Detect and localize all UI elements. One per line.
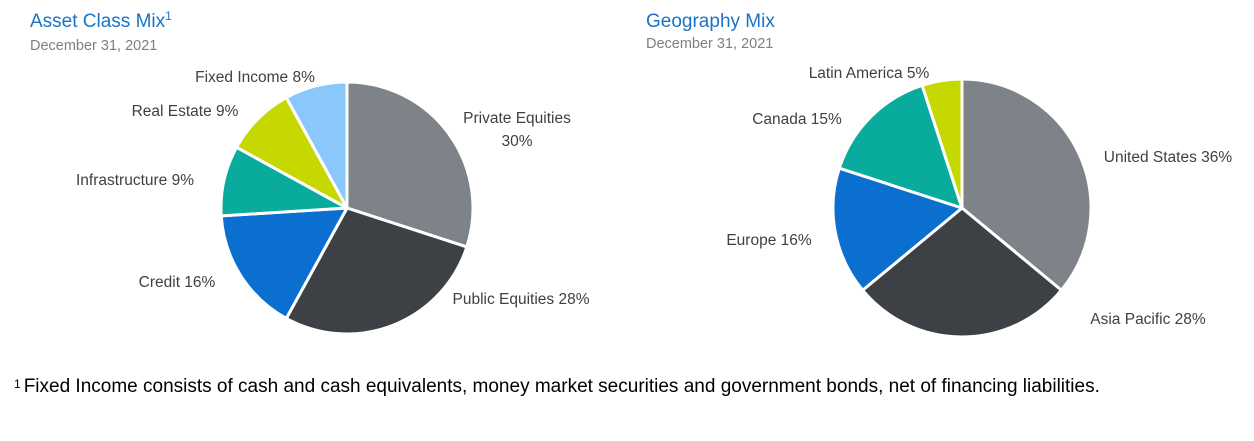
- asset-class-title: Asset Class Mix1: [30, 9, 172, 32]
- slice-asia-pacific: [861, 206, 1063, 339]
- label-public-equities: Public Equities 28%: [453, 291, 590, 308]
- geography-title: Geography Mix: [646, 11, 775, 32]
- asset-class-pie: Private Equities 30% Public Equities 28% Cr…: [76, 69, 590, 336]
- label-real-estate: Real Estate 9%: [132, 103, 239, 120]
- slice-fixed-income: [284, 80, 349, 210]
- geography-chart: Geography Mix December 31, 2021 United S…: [627, 0, 1254, 350]
- label-credit: Credit 16%: [139, 274, 216, 291]
- label-infrastructure: Infrastructure 9%: [76, 172, 194, 189]
- footnote-text: Fixed Income consists of cash and cash e…: [23, 376, 1100, 397]
- footnote: 1 Fixed Income consists of cash and cash …: [14, 372, 1214, 402]
- asset-class-title-footnote-marker: 1: [165, 9, 172, 23]
- asset-class-subtitle: December 31, 2021: [30, 38, 158, 54]
- slice-latin-america: [920, 77, 964, 210]
- geography-subtitle: December 31, 2021: [646, 36, 774, 52]
- label-canada: Canada 15%: [752, 111, 842, 128]
- label-latin-america: Latin America 5%: [809, 65, 930, 82]
- slice-private-equities: [345, 80, 475, 249]
- asset-class-chart: Asset Class Mix1 December 31, 2021 Priva…: [0, 0, 627, 350]
- geography-pie: United States 36% Asia Pacific 28% Europe …: [726, 65, 1233, 339]
- footnote-marker: 1: [14, 377, 21, 391]
- label-europe: Europe 16%: [726, 232, 812, 249]
- label-united-states: United States 36%: [1104, 149, 1233, 166]
- slice-public-equities: [284, 206, 469, 336]
- label-fixed-income: Fixed Income 8%: [195, 69, 315, 86]
- label-private-equities: Private Equities 30%: [463, 110, 571, 150]
- slice-credit: [219, 206, 349, 320]
- label-asia-pacific: Asia Pacific 28%: [1090, 311, 1206, 328]
- slice-united-states: [960, 77, 1093, 292]
